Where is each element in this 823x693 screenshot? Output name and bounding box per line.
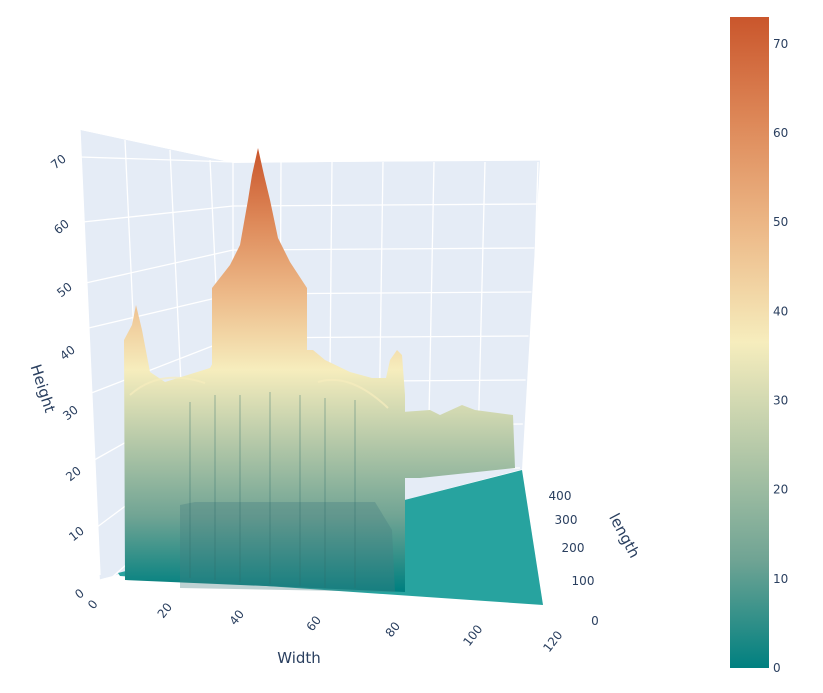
surface-group [118, 148, 543, 605]
z-axis-ticks: 0 10 20 30 40 50 60 70 [48, 152, 87, 602]
colorbar-tick-label: 20 [773, 483, 788, 497]
y-tick-label: 300 [555, 513, 578, 527]
z-tick-label: 70 [48, 152, 69, 172]
x-tick-label: 80 [383, 619, 403, 640]
y-tick-label: 200 [562, 541, 585, 555]
main-body-surface [124, 305, 405, 592]
z-tick-label: 10 [66, 524, 87, 544]
x-tick-label: 0 [85, 597, 101, 612]
z-tick-label: 0 [72, 586, 87, 602]
colorbar-tick-label: 50 [773, 215, 788, 229]
arch-highlight [129, 376, 389, 409]
y-axis-title: length [605, 510, 643, 561]
y-tick-label: 400 [549, 489, 572, 503]
colorbar-tick-label: 10 [773, 572, 788, 586]
x-axis-title: Width [277, 649, 321, 667]
y-axis-ticks: 0 100 200 300 400 [549, 489, 599, 628]
z-tick-label: 60 [51, 217, 72, 237]
x-tick-label: 20 [155, 600, 175, 621]
x-tick-label: 40 [227, 607, 247, 628]
column-streaks [189, 392, 356, 588]
colorbar-ticks: 0 10 20 30 40 50 60 70 [773, 37, 788, 675]
z-tick-label: 40 [57, 343, 78, 363]
x-tick-label: 120 [540, 628, 565, 655]
z-axis-title: Height [27, 362, 59, 415]
colorbar-tick-label: 0 [773, 661, 781, 675]
colorbar-tick-label: 30 [773, 393, 788, 407]
y-tick-label: 100 [572, 574, 595, 588]
colorbar-tick-label: 60 [773, 126, 788, 140]
z-tick-label: 20 [63, 464, 84, 484]
x-tick-label: 100 [460, 622, 485, 649]
y-tick-label: 0 [591, 614, 599, 628]
x-tick-label: 60 [304, 613, 324, 634]
colorbar-tick-label: 40 [773, 304, 788, 318]
x-axis-ticks: 0 20 40 60 80 100 120 [85, 597, 565, 655]
colorbar [730, 17, 769, 668]
z-tick-label: 50 [54, 280, 75, 300]
rear-block-surface [402, 405, 515, 478]
central-tower-surface [212, 148, 307, 375]
colorbar-tick-label: 70 [773, 37, 788, 51]
front-facade-surface [180, 502, 395, 592]
z-tick-label: 30 [60, 403, 81, 423]
